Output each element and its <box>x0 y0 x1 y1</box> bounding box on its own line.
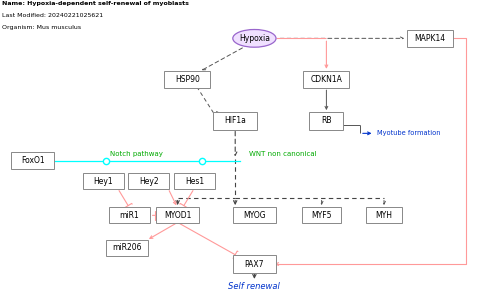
FancyBboxPatch shape <box>233 207 276 223</box>
Ellipse shape <box>233 30 276 47</box>
Text: miR206: miR206 <box>112 243 142 252</box>
Text: MYH: MYH <box>375 211 393 220</box>
FancyBboxPatch shape <box>302 207 341 223</box>
Text: Last Modified: 20240221025621: Last Modified: 20240221025621 <box>2 13 104 18</box>
Text: Organism: Mus musculus: Organism: Mus musculus <box>2 25 82 30</box>
Text: PAX7: PAX7 <box>245 260 264 268</box>
Text: RB: RB <box>321 117 332 125</box>
FancyBboxPatch shape <box>213 112 257 130</box>
Text: Myotube formation: Myotube formation <box>377 130 440 136</box>
Text: HIF1a: HIF1a <box>224 117 246 125</box>
FancyBboxPatch shape <box>109 207 150 223</box>
Text: Hes1: Hes1 <box>185 177 204 186</box>
Text: Hey2: Hey2 <box>139 177 158 186</box>
Text: FoxO1: FoxO1 <box>21 156 45 165</box>
Text: HSP90: HSP90 <box>175 75 200 84</box>
FancyBboxPatch shape <box>303 71 349 88</box>
Text: WNT non canonical: WNT non canonical <box>250 151 317 157</box>
FancyBboxPatch shape <box>407 30 453 47</box>
FancyBboxPatch shape <box>128 173 169 189</box>
FancyBboxPatch shape <box>83 173 124 189</box>
Text: MYF5: MYF5 <box>312 211 332 220</box>
Text: Notch pathway: Notch pathway <box>110 151 163 157</box>
Text: MYOD1: MYOD1 <box>164 211 192 220</box>
FancyBboxPatch shape <box>366 207 402 223</box>
Text: Self renewal: Self renewal <box>228 282 280 291</box>
FancyBboxPatch shape <box>106 240 148 256</box>
FancyBboxPatch shape <box>310 112 344 130</box>
FancyBboxPatch shape <box>164 71 210 88</box>
FancyBboxPatch shape <box>156 207 199 223</box>
Text: Hypoxia: Hypoxia <box>239 34 270 43</box>
FancyBboxPatch shape <box>11 152 55 169</box>
FancyBboxPatch shape <box>233 255 276 273</box>
Text: MYOG: MYOG <box>243 211 266 220</box>
FancyBboxPatch shape <box>174 173 215 189</box>
Text: miR1: miR1 <box>120 211 140 220</box>
Text: Hey1: Hey1 <box>94 177 113 186</box>
Text: Name: Hypoxia-dependent self-renewal of myoblasts: Name: Hypoxia-dependent self-renewal of … <box>2 1 189 6</box>
Text: CDKN1A: CDKN1A <box>311 75 342 84</box>
Text: MAPK14: MAPK14 <box>414 34 445 43</box>
